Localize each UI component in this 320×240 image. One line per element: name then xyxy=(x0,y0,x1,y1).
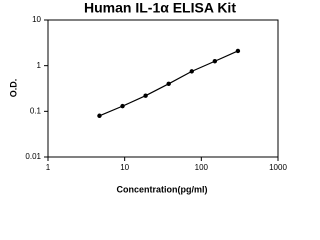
x-tick-label: 100 xyxy=(195,163,209,172)
data-point xyxy=(189,69,194,74)
y-tick-label: 0.1 xyxy=(30,106,42,115)
y-tick-label: 0.01 xyxy=(25,152,41,161)
x-tick-label: 10 xyxy=(120,163,129,172)
background xyxy=(0,0,300,200)
data-point xyxy=(143,93,148,98)
data-point xyxy=(97,113,102,118)
x-tick-label: 1 xyxy=(46,163,51,172)
page: Human IL-1α ELISA Kit Concentration(pg/m… xyxy=(0,0,300,200)
data-point xyxy=(235,48,241,54)
x-axis-label: Concentration(pg/ml) xyxy=(117,184,208,194)
chart-title: Human IL-1α ELISA Kit xyxy=(84,0,236,16)
data-point xyxy=(212,59,218,64)
plot-frame xyxy=(47,19,279,158)
y-tick-label: 1 xyxy=(37,61,42,70)
x-tick-label: 1000 xyxy=(269,163,287,172)
chart: Human IL-1α ELISA Kit Concentration(pg/m… xyxy=(0,0,300,200)
data-point xyxy=(166,81,171,87)
y-tick-label: 10 xyxy=(32,15,41,24)
data-point xyxy=(120,103,125,109)
y-axis-label: O.D. xyxy=(8,79,18,98)
